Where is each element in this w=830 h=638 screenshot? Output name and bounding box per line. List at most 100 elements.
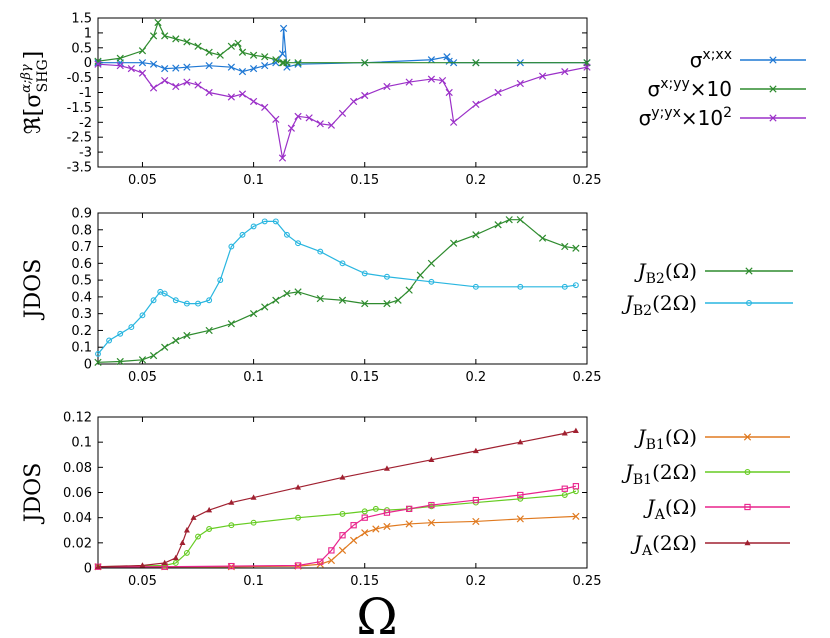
data-point [227,63,235,71]
series-j-b2-2- [95,218,579,357]
data-point [149,351,158,360]
data-point [216,51,224,59]
data-point [106,337,113,344]
data-point [428,501,435,509]
y-tick-label: -1 [79,86,92,101]
data-point [272,296,280,304]
data-point [561,68,569,76]
y-tick-label: 0.7 [71,240,92,255]
series-line [97,63,588,159]
data-point [195,300,201,307]
data-point [494,221,502,229]
legend-entry: σx;xx [690,47,806,72]
data-point [472,59,480,67]
y-tick-label: 0 [84,358,92,373]
data-point [161,290,168,297]
data-point [227,320,235,328]
data-point [205,62,213,70]
y-axis-label: JDOS [21,463,46,525]
data-point [179,539,186,546]
data-point [383,465,390,471]
data-point [383,522,391,531]
legend-entry: JB2(2Ω) [621,291,793,319]
x-tick-label: 0.05 [128,574,157,589]
y-tick-label: 0.6 [71,257,92,272]
data-point [338,546,347,555]
y-tick-label: 0.08 [63,461,92,476]
panel-jdos-b1-a: 0.05 0.1 0.15 0.2 0.25 0.12 0.1 0.08 0.06 0.04 0.0… [21,411,790,589]
data-point [361,514,368,521]
data-point [261,218,268,225]
data-point [317,558,324,565]
data-point [305,114,313,122]
legend-label: σx;xx [690,47,732,72]
data-point [249,65,258,73]
data-point [517,283,524,290]
x-tick-label: 0.2 [466,173,487,188]
data-point [278,154,287,162]
data-point [116,357,124,366]
legend-marker [744,539,751,546]
data-point [183,63,191,71]
data-point [294,562,302,569]
data-point [338,109,347,117]
data-point [161,343,169,351]
data-point [428,278,435,285]
y-tick-label: 1 [84,26,92,41]
series-line [97,219,576,363]
data-point [572,282,579,289]
x-tick-label: 0.15 [350,370,379,385]
data-point [561,430,568,436]
legend-label: σx;yy×10 [648,76,732,101]
x-axis-label-omega: Ω [356,588,397,638]
data-point [327,121,336,129]
data-point [317,248,324,255]
data-point [261,103,269,112]
data-point [228,562,235,570]
series-j-b2- [94,216,580,366]
x-tick-label: 0.15 [350,574,379,589]
series-j-a- [94,483,580,570]
data-point [172,560,179,566]
data-point [172,297,179,304]
data-point [250,223,257,230]
data-point [339,474,346,480]
data-point [95,350,101,357]
x-tick-label: 0.05 [128,173,157,188]
data-point [450,239,458,247]
data-point [183,300,190,307]
data-point [472,231,480,239]
y-tick-label: 0.02 [63,536,92,551]
data-point [250,519,257,526]
series-line [98,515,576,568]
data-point [372,525,380,533]
data-point [561,242,569,251]
data-point [361,270,368,277]
data-point [361,529,369,537]
data-point [183,331,191,340]
legend-entry: JA(2Ω) [630,531,790,559]
panel-shg-conductivity: 0.05 0.1 0.15 0.2 0.25 1.510.50-0.5-1-1.5-2-2… [19,12,806,188]
data-point [261,53,269,61]
data-point [427,259,436,267]
y-tick-label: 0.5 [71,41,92,56]
x-tick-label: 0.25 [573,574,602,589]
data-point [205,48,213,56]
data-point [138,69,147,77]
data-point [238,68,247,76]
data-point [472,517,480,526]
legend-entry: σx;yy×10 [648,76,806,101]
data-point [128,324,135,331]
legend-entry: JB1(Ω) [634,425,790,453]
legend-marker [744,469,751,475]
data-point [339,260,346,267]
data-point [572,427,579,434]
data-point [172,64,180,72]
legend-marker [744,503,751,511]
data-point [228,499,235,505]
data-point [283,231,290,238]
data-point [494,88,502,97]
data-point [295,240,301,247]
data-point [206,506,213,513]
